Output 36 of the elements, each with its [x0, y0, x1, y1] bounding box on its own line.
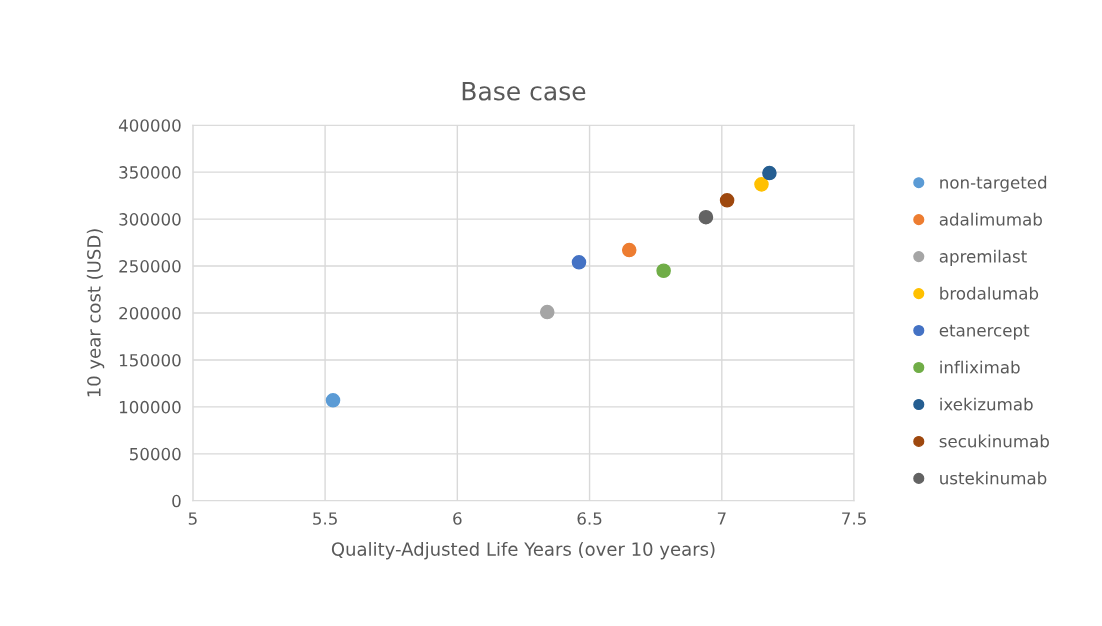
legend-label: non-targeted: [940, 175, 1047, 192]
point: [656, 263, 671, 279]
legend-label: infliximab: [940, 360, 1020, 374]
chart-title: Base case: [462, 81, 586, 101]
x-tick-label: 7.5: [842, 512, 866, 525]
point: [754, 177, 769, 192]
y-tick-label: 0: [172, 494, 181, 508]
point: [621, 242, 637, 258]
point: [571, 255, 587, 270]
y-tick-label: 150000: [119, 353, 181, 367]
x-tick-label: 5.5: [313, 512, 337, 525]
x-tick-label: 6.5: [577, 512, 602, 525]
point: [539, 304, 555, 320]
y-tick-label: 50000: [130, 447, 181, 461]
y-tick-label: 300000: [119, 213, 181, 226]
legend-label: ixekizumab: [940, 397, 1033, 411]
y-tick-label: 100000: [119, 400, 181, 414]
legend-label: ustekinumab: [940, 471, 1047, 485]
legend-label: brodalumab: [940, 286, 1039, 300]
legend-label: adalimumab: [939, 212, 1042, 226]
x-axis-title: Quality-Adjusted Life Years (over 10 years): [331, 541, 715, 560]
legend-label: secukinumab: [939, 434, 1049, 448]
y-tick-label: 200000: [119, 306, 181, 320]
point: [719, 193, 735, 208]
point: [762, 165, 777, 181]
x-tick-label: 7: [717, 512, 726, 525]
y-tick-label: 250000: [119, 260, 181, 273]
legend-label: apremilast: [939, 249, 1027, 266]
y-axis-title: 10 year cost (USD): [86, 229, 105, 397]
point: [325, 393, 341, 408]
x-tick-label: 5: [188, 512, 197, 525]
legend-label: etanercept: [939, 324, 1030, 340]
y-tick-label: 400000: [118, 119, 181, 132]
y-tick-label: 350000: [119, 166, 181, 179]
point: [698, 209, 714, 225]
x-tick-label: 6: [453, 512, 462, 525]
